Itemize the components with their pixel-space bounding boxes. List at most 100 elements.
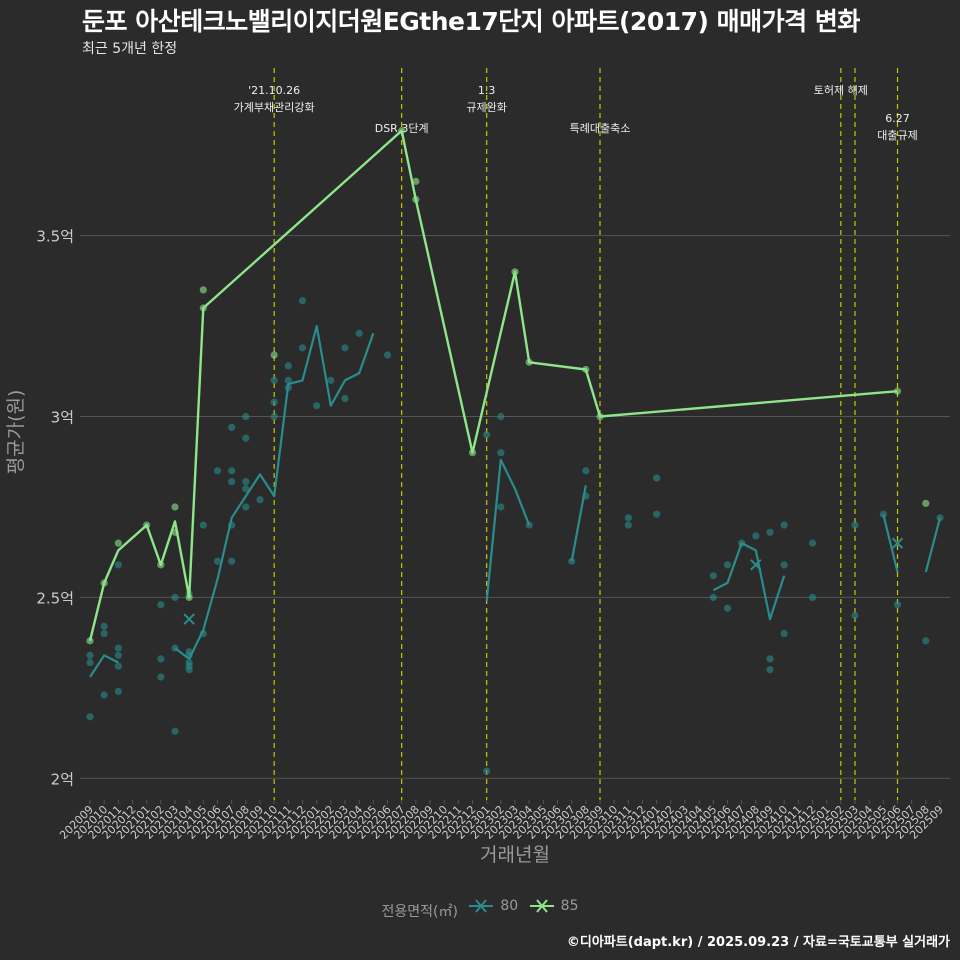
point-85 <box>114 539 122 547</box>
event-label: 대출규제 <box>877 129 917 142</box>
point-80 <box>341 394 349 403</box>
line-series-80 <box>924 517 942 573</box>
point-80 <box>780 561 788 569</box>
point-80 <box>327 376 335 384</box>
chart-subtitle: 최근 5개년 한정 <box>82 41 178 57</box>
point-80 <box>766 528 774 536</box>
event-label: 규제완화 <box>466 101 506 114</box>
legend-item-85: 85 <box>529 896 579 916</box>
line-series-80 <box>485 458 531 602</box>
point-80 <box>100 691 108 699</box>
event-label: 가계부채관리강화 <box>234 101 315 114</box>
point-80 <box>298 297 307 305</box>
event-label: 6.27 <box>885 112 910 125</box>
point-80 <box>114 561 122 569</box>
legend-label-85: 85 <box>560 898 579 914</box>
point-80 <box>114 662 122 670</box>
event-label: '21.10.26 <box>248 84 300 97</box>
point-80 <box>100 629 108 638</box>
legend-key-85-icon <box>529 896 555 916</box>
y-axis-label: 평균가(원) <box>5 390 27 475</box>
point-80 <box>780 521 788 529</box>
point-80 <box>355 329 363 337</box>
point-80 <box>723 604 732 612</box>
point-80 <box>483 767 491 775</box>
point-80 <box>242 412 250 421</box>
point-80 <box>808 593 817 602</box>
line-series-80 <box>570 485 587 562</box>
point-80 <box>242 434 250 442</box>
point-80 <box>228 423 236 431</box>
point-80 <box>114 687 122 696</box>
chart-title: 둔포 아산테크노밸리이지더원EGthe17단지 아파트(2017) 매매가격 변… <box>82 7 860 36</box>
point-80 <box>568 557 576 565</box>
point-80 <box>752 532 760 540</box>
point-80 <box>851 521 859 529</box>
point-80 <box>242 478 250 486</box>
point-80 <box>766 655 774 663</box>
point-80 <box>100 622 108 630</box>
source-caption: ©디아파트(dapt.kr) / 2025.09.23 / 자료=국토교통부 실… <box>566 935 950 950</box>
cross-marker-80 <box>891 537 904 549</box>
series-lines <box>88 129 942 678</box>
point-80 <box>185 658 193 667</box>
event-label: 토허제 해제 <box>814 83 868 97</box>
line-series-80 <box>882 513 899 573</box>
point-80 <box>86 658 94 667</box>
point-80 <box>780 629 788 638</box>
point-80 <box>228 478 236 486</box>
point-80 <box>709 572 717 580</box>
point-80 <box>157 601 165 609</box>
legend-item-80: 80 <box>468 896 518 916</box>
point-80 <box>497 412 505 421</box>
point-80 <box>270 412 278 421</box>
point-80 <box>157 673 165 681</box>
legend-key-80-icon <box>468 896 494 916</box>
chart-grid <box>80 235 950 779</box>
point-80 <box>582 467 590 475</box>
legend-label-80: 80 <box>500 898 519 914</box>
point-80 <box>653 510 661 518</box>
line-series-80 <box>89 654 119 678</box>
event-label: 특례대출축소 <box>570 122 631 135</box>
point-80 <box>256 496 264 504</box>
point-80 <box>766 666 774 674</box>
point-80 <box>242 503 250 511</box>
point-80 <box>270 376 278 384</box>
point-80 <box>624 514 632 522</box>
point-85 <box>922 499 930 507</box>
point-80 <box>213 557 222 565</box>
point-80 <box>86 651 94 659</box>
point-85 <box>171 503 179 511</box>
point-80 <box>228 557 236 565</box>
point-80 <box>228 467 236 475</box>
legend: 전용면적(㎡) 80 85 <box>0 896 960 921</box>
legend-title: 전용면적(㎡) <box>381 904 458 920</box>
point-80 <box>213 467 222 475</box>
x-axis-ticks: 2020092020102020112020122021012021022021… <box>57 800 946 842</box>
point-85 <box>199 286 207 294</box>
point-80 <box>270 398 278 406</box>
point-80 <box>808 539 817 547</box>
point-80 <box>341 344 349 352</box>
cross-marker-80 <box>750 559 762 571</box>
point-80 <box>497 503 505 511</box>
point-80 <box>284 362 292 370</box>
line-series-80 <box>712 542 786 621</box>
event-label: 1.3 <box>478 84 496 97</box>
y-tick-label: 2.5억 <box>36 589 74 607</box>
point-80 <box>284 376 292 384</box>
point-80 <box>298 344 307 352</box>
point-80 <box>171 727 179 735</box>
point-85 <box>412 177 420 185</box>
point-80 <box>497 449 505 457</box>
point-80 <box>114 651 122 659</box>
point-80 <box>171 593 179 602</box>
point-80 <box>114 644 122 652</box>
point-80 <box>922 637 930 645</box>
point-80 <box>483 431 491 439</box>
point-80 <box>851 611 859 620</box>
y-tick-label: 3.5억 <box>36 228 74 246</box>
